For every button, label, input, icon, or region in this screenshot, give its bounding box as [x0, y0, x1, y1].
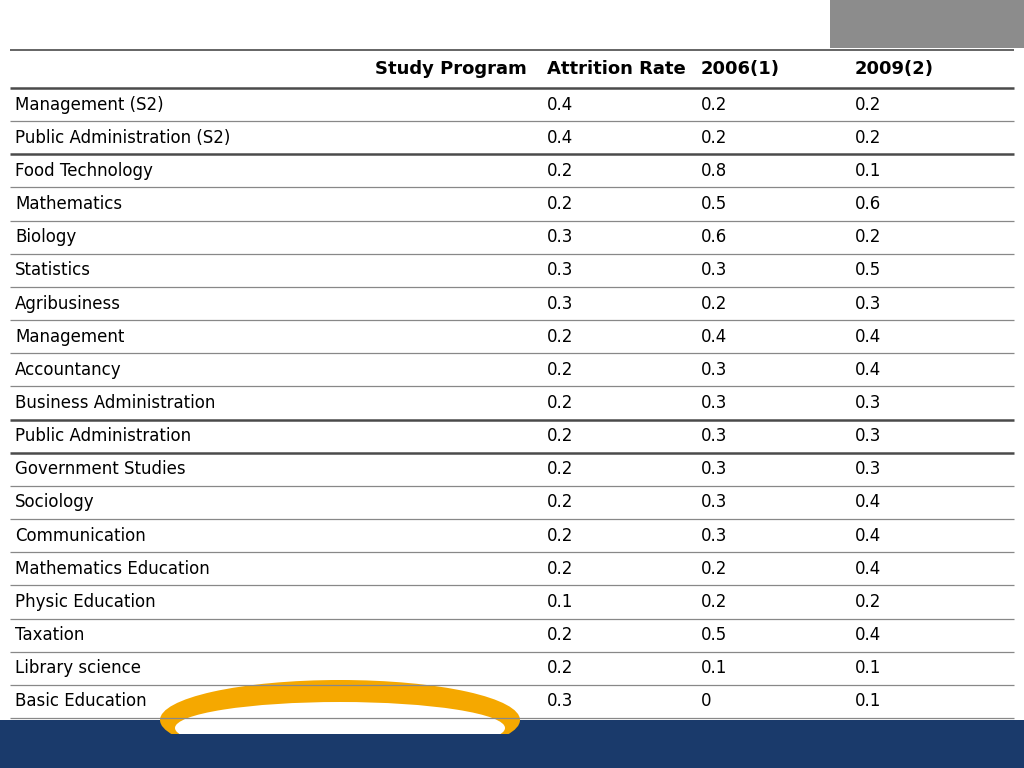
- Text: 0.1: 0.1: [701, 659, 727, 677]
- Text: 0.2: 0.2: [855, 129, 882, 147]
- Text: 0.4: 0.4: [855, 560, 882, 578]
- Text: Sociology: Sociology: [15, 494, 94, 511]
- Text: 0.2: 0.2: [855, 228, 882, 247]
- Text: 0.2: 0.2: [547, 659, 573, 677]
- Text: 0.1: 0.1: [855, 659, 882, 677]
- Text: 0.2: 0.2: [547, 394, 573, 412]
- Text: 0.3: 0.3: [701, 361, 727, 379]
- Text: Business Administration: Business Administration: [15, 394, 215, 412]
- Text: 2006(1): 2006(1): [701, 60, 780, 78]
- Text: 0.1: 0.1: [855, 693, 882, 710]
- Text: 0.3: 0.3: [855, 294, 882, 313]
- Text: 0.3: 0.3: [701, 394, 727, 412]
- Text: 0.1: 0.1: [547, 593, 573, 611]
- Text: 0.2: 0.2: [547, 162, 573, 180]
- Text: 0.2: 0.2: [701, 129, 727, 147]
- Text: Public Administration: Public Administration: [15, 427, 191, 445]
- Text: 0.6: 0.6: [701, 228, 727, 247]
- Text: 0.1: 0.1: [855, 162, 882, 180]
- Text: 0.2: 0.2: [547, 494, 573, 511]
- Text: Statistics: Statistics: [15, 261, 91, 280]
- Text: 0.3: 0.3: [547, 294, 573, 313]
- Text: 0.3: 0.3: [701, 527, 727, 545]
- Text: Taxation: Taxation: [15, 626, 84, 644]
- Text: 0.2: 0.2: [855, 95, 882, 114]
- Text: 0.3: 0.3: [855, 394, 882, 412]
- Text: Basic Education: Basic Education: [15, 693, 146, 710]
- Text: 0.2: 0.2: [701, 593, 727, 611]
- Text: 0.4: 0.4: [701, 328, 727, 346]
- Text: Public Administration (S2): Public Administration (S2): [15, 129, 230, 147]
- Text: 0.3: 0.3: [547, 693, 573, 710]
- Text: 0.3: 0.3: [855, 460, 882, 478]
- Text: 0.4: 0.4: [855, 494, 882, 511]
- Text: 0.2: 0.2: [547, 328, 573, 346]
- Text: Agribusiness: Agribusiness: [15, 294, 121, 313]
- Text: 0.3: 0.3: [547, 228, 573, 247]
- Text: Attrition Rate: Attrition Rate: [547, 60, 686, 78]
- Text: 0.3: 0.3: [701, 427, 727, 445]
- Text: Government Studies: Government Studies: [15, 460, 185, 478]
- Text: 0.2: 0.2: [547, 560, 573, 578]
- Text: Physic Education: Physic Education: [15, 593, 156, 611]
- Text: Study Program: Study Program: [375, 60, 527, 78]
- Bar: [0, 734, 1024, 768]
- Text: 0.4: 0.4: [547, 129, 573, 147]
- Text: 0.4: 0.4: [855, 527, 882, 545]
- Text: 0.2: 0.2: [547, 195, 573, 213]
- Text: Food Technology: Food Technology: [15, 162, 153, 180]
- Ellipse shape: [175, 702, 505, 754]
- Text: 0.5: 0.5: [701, 626, 727, 644]
- Ellipse shape: [160, 680, 520, 760]
- Text: 0.3: 0.3: [547, 261, 573, 280]
- Text: 2009(2): 2009(2): [855, 60, 934, 78]
- Text: 0.2: 0.2: [547, 361, 573, 379]
- Text: 0.2: 0.2: [855, 593, 882, 611]
- Text: Mathematics Education: Mathematics Education: [15, 560, 210, 578]
- Bar: [830, 0, 1024, 48]
- Text: 0.4: 0.4: [547, 95, 573, 114]
- Text: Accountancy: Accountancy: [15, 361, 122, 379]
- Text: 0: 0: [701, 693, 712, 710]
- Text: 0.2: 0.2: [547, 626, 573, 644]
- Text: 0.3: 0.3: [701, 494, 727, 511]
- Text: 0.2: 0.2: [547, 527, 573, 545]
- Text: 0.8: 0.8: [701, 162, 727, 180]
- Text: 0.2: 0.2: [701, 294, 727, 313]
- Text: 0.3: 0.3: [855, 427, 882, 445]
- Text: Library science: Library science: [15, 659, 141, 677]
- Text: 0.3: 0.3: [701, 460, 727, 478]
- Text: Management: Management: [15, 328, 124, 346]
- Text: 0.4: 0.4: [855, 626, 882, 644]
- Bar: [0, 720, 1024, 768]
- Text: Communication: Communication: [15, 527, 145, 545]
- Text: Management (S2): Management (S2): [15, 95, 164, 114]
- Text: 0.6: 0.6: [855, 195, 882, 213]
- Text: 0.5: 0.5: [855, 261, 882, 280]
- Text: Mathematics: Mathematics: [15, 195, 122, 213]
- Text: 0.2: 0.2: [547, 427, 573, 445]
- Text: Biology: Biology: [15, 228, 76, 247]
- Text: 0.4: 0.4: [855, 361, 882, 379]
- Text: 0.2: 0.2: [701, 560, 727, 578]
- Text: 0.2: 0.2: [547, 460, 573, 478]
- Text: 0.2: 0.2: [701, 95, 727, 114]
- Text: 0.5: 0.5: [701, 195, 727, 213]
- Text: 0.3: 0.3: [701, 261, 727, 280]
- Text: 0.4: 0.4: [855, 328, 882, 346]
